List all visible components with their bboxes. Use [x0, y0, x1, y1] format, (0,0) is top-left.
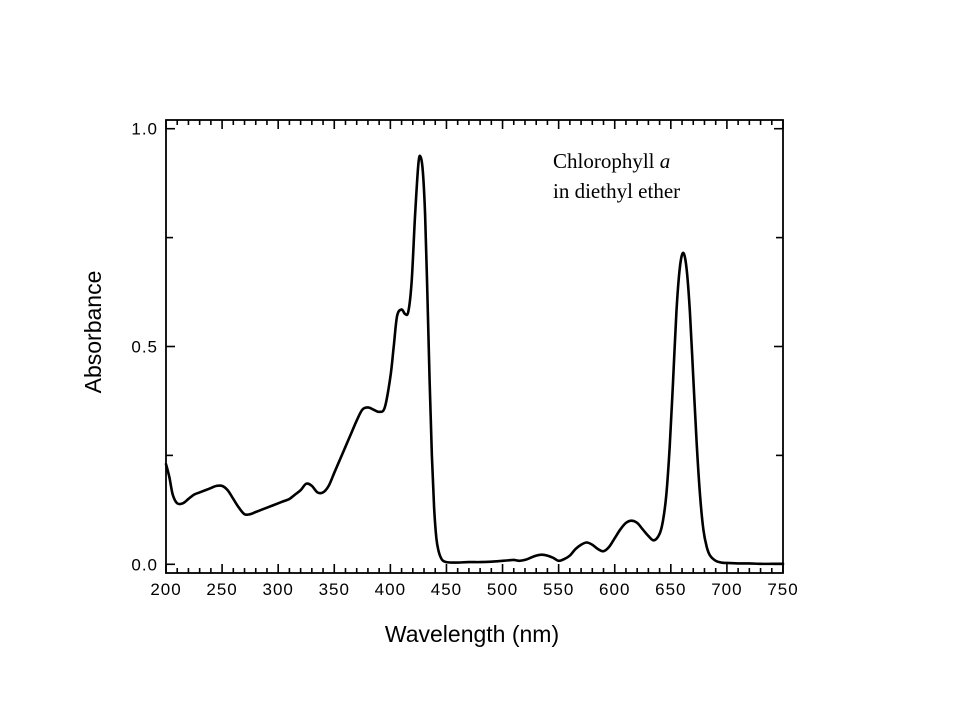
y-tick-label: 0.0	[131, 555, 158, 574]
y-axis-title: Absorbance	[80, 271, 106, 394]
x-axis-title: Wavelength (nm)	[385, 621, 559, 647]
annotation-line-1-text: Chlorophyll	[553, 149, 660, 173]
x-tick-label: 250	[206, 580, 237, 599]
x-tick-label: 550	[543, 580, 574, 599]
y-tick-label: 0.5	[131, 338, 158, 357]
x-tick-label: 400	[375, 580, 406, 599]
y-tick-label: 1.0	[131, 120, 158, 139]
annotation-line-1-italic: a	[660, 149, 671, 173]
x-tick-label: 350	[319, 580, 350, 599]
x-tick-label: 200	[150, 580, 181, 599]
x-tick-label: 500	[487, 580, 518, 599]
x-tick-label: 450	[431, 580, 462, 599]
x-tick-label: 300	[262, 580, 293, 599]
annotation-line-1: Chlorophyll a	[553, 149, 670, 173]
absorbance-curve	[164, 154, 785, 566]
y-axis-tick-labels: 0.0 0.5 1.0	[131, 120, 158, 575]
x-axis-ticks	[165, 120, 784, 573]
x-tick-label: 700	[711, 580, 742, 599]
x-axis-tick-labels: 200 250 300 350 400 450 500 550 600 650 700 750	[150, 580, 798, 599]
x-tick-label: 600	[599, 580, 630, 599]
annotation-line-2: in diethyl ether	[553, 179, 680, 203]
x-tick-label: 650	[655, 580, 686, 599]
x-tick-label: 750	[767, 580, 798, 599]
